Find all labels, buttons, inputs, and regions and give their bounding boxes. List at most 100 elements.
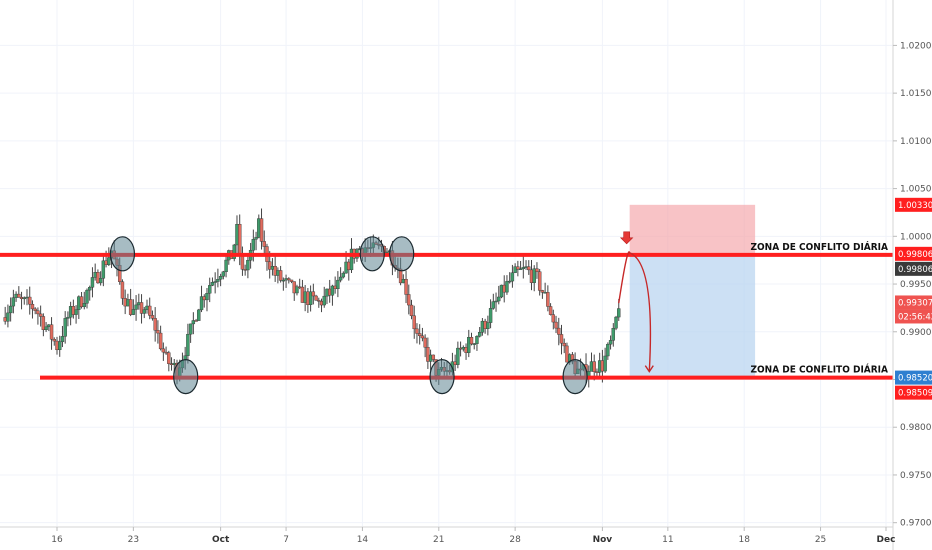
candle-body xyxy=(456,347,460,365)
candle-body xyxy=(107,257,111,265)
candle-body xyxy=(197,309,201,321)
candle-body xyxy=(507,280,512,283)
projection-path xyxy=(618,251,652,372)
candle-body xyxy=(611,328,616,341)
candle-body xyxy=(98,278,103,284)
candle-body xyxy=(191,320,196,325)
candle-body xyxy=(423,337,427,348)
candle-body xyxy=(565,345,569,363)
candle-body xyxy=(74,309,78,315)
candle-body xyxy=(546,292,550,307)
candle-body xyxy=(469,337,474,345)
price-badge-label: 1.00330 xyxy=(898,201,932,211)
candle-body xyxy=(30,303,35,310)
time-tick-label: 21 xyxy=(433,535,444,545)
candle-body xyxy=(11,297,16,307)
time-tick-label: 28 xyxy=(509,535,521,545)
price-badge-label: 0.98520 xyxy=(898,374,932,384)
candle-body xyxy=(278,270,283,281)
candle-body xyxy=(488,308,493,323)
candle-body xyxy=(161,348,166,353)
touch-circle xyxy=(109,236,136,272)
candle-body xyxy=(213,281,217,283)
price-tick-label: 1.01500 xyxy=(900,89,932,99)
candle-body xyxy=(262,241,266,247)
time-tick-label: 23 xyxy=(128,535,139,545)
touch-markers xyxy=(109,236,588,395)
candle-body xyxy=(88,287,92,291)
candle-body xyxy=(559,334,564,344)
candle-body xyxy=(409,304,414,317)
candle-body xyxy=(156,330,160,334)
time-axis[interactable]: 16 23 Oct 7 14 21 28 Nov 11 18 25 Dec xyxy=(0,526,896,545)
time-tick-label: Oct xyxy=(212,535,230,545)
candle-body xyxy=(44,326,48,331)
candle-body xyxy=(134,304,138,310)
candle-body xyxy=(153,318,157,331)
candle-body xyxy=(608,340,613,345)
time-tick-label: 11 xyxy=(662,535,673,545)
candle-body xyxy=(128,299,133,315)
candle-body xyxy=(548,306,553,315)
candle-body xyxy=(6,312,10,322)
price-tick-label: 1.01000 xyxy=(900,137,932,147)
candle-body xyxy=(603,355,607,372)
candle-body xyxy=(494,300,498,303)
candle-body xyxy=(232,244,236,259)
touch-circle xyxy=(429,358,455,395)
candle-body xyxy=(486,322,490,329)
candle-body xyxy=(535,268,539,272)
candle-body xyxy=(63,318,67,337)
candle-body xyxy=(158,332,163,350)
time-tick-label: 18 xyxy=(738,535,750,545)
candle-body xyxy=(85,289,89,304)
candle-body xyxy=(194,320,198,322)
candle-body xyxy=(96,272,100,284)
sell-arrow-icon xyxy=(619,231,634,245)
stop-loss-zone[interactable] xyxy=(629,204,756,255)
candle-body xyxy=(521,267,526,270)
candle-body xyxy=(131,309,136,315)
candle-body xyxy=(148,305,152,316)
price-tick-label: 1.00500 xyxy=(900,185,932,195)
candle-body xyxy=(551,314,556,323)
candle-body xyxy=(415,328,419,334)
zone-label: ZONA DE CONFLITO DIÁRIA xyxy=(751,363,889,376)
candle-body xyxy=(259,218,264,242)
candle-body xyxy=(186,333,190,356)
candle-body xyxy=(532,268,536,283)
price-tick-label: 1.02000 xyxy=(900,41,932,51)
candle-body xyxy=(142,309,146,314)
take-profit-zone[interactable] xyxy=(629,254,756,378)
time-tick-label: Dec xyxy=(877,535,896,545)
candle-body xyxy=(254,237,258,240)
candle-body xyxy=(38,313,43,317)
candle-body xyxy=(407,294,411,306)
candle-body xyxy=(238,224,242,255)
candle-body xyxy=(322,295,326,306)
candle-body xyxy=(82,303,86,308)
candle-body xyxy=(167,352,171,364)
candle-body xyxy=(426,347,430,362)
price-badge-label: 0.99307 xyxy=(898,298,932,308)
candle-body xyxy=(221,271,226,277)
price-badge xyxy=(895,295,932,310)
candle-body xyxy=(52,339,56,342)
price-badge xyxy=(895,385,932,400)
candle-body xyxy=(505,281,509,293)
candle-body xyxy=(557,327,561,335)
candle-body xyxy=(90,277,95,288)
touch-circle xyxy=(389,236,415,272)
candle-body xyxy=(314,295,318,301)
candle-body xyxy=(516,266,520,270)
candle-body xyxy=(614,316,618,329)
candle-body xyxy=(8,305,13,314)
candle-body xyxy=(518,268,523,271)
candle-body xyxy=(606,343,610,357)
candle-body xyxy=(562,342,566,347)
candle-body xyxy=(554,321,558,329)
candle-body xyxy=(338,276,343,281)
